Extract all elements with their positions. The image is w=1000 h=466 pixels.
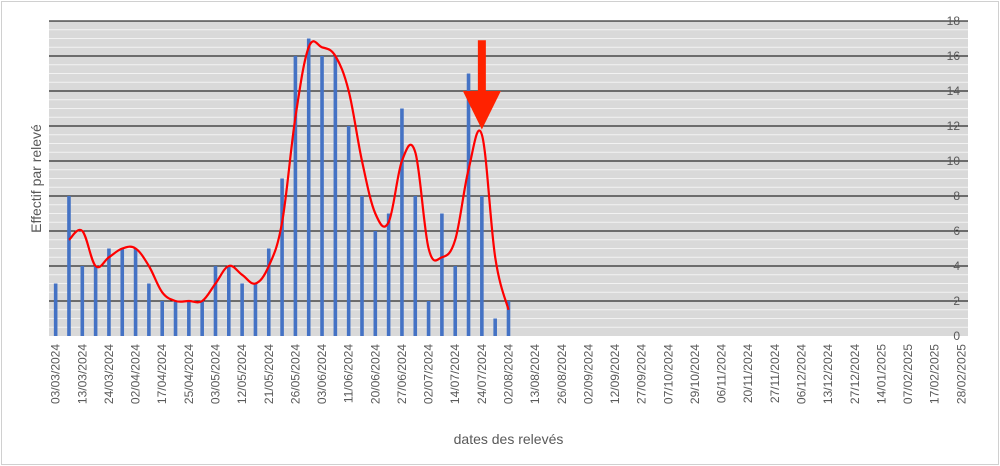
y-tick-label: 14 <box>947 84 961 98</box>
bar <box>360 196 364 336</box>
bar <box>173 301 178 336</box>
x-tick-label: 27/12/2024 <box>848 344 862 404</box>
y-tick-label: 0 <box>953 329 960 343</box>
bar <box>53 283 58 336</box>
x-tick-label: 13/03/2024 <box>75 344 89 404</box>
bar <box>306 38 311 336</box>
x-tick-label: 24/03/2024 <box>102 344 116 404</box>
x-tick-label: 06/11/2024 <box>715 344 729 403</box>
x-tick-label: 07/10/2024 <box>661 344 675 404</box>
x-tick-label: 13/08/2024 <box>528 344 542 404</box>
y-tick-label: 2 <box>953 294 960 308</box>
bar <box>346 126 351 336</box>
y-axis-ticks: 0 2 4 6 8 10 12 14 16 18 <box>947 14 961 343</box>
bar <box>320 56 324 336</box>
x-tick-label: 26/08/2024 <box>555 344 569 404</box>
annotation-arrows <box>462 40 501 130</box>
x-tick-label: 02/04/2024 <box>129 344 143 404</box>
bar <box>440 213 444 336</box>
bar <box>67 196 71 336</box>
bar <box>253 283 258 336</box>
x-tick-label: 27/06/2024 <box>395 344 409 404</box>
bar <box>160 301 165 336</box>
x-tick-label: 12/09/2024 <box>608 344 622 404</box>
x-tick-label: 17/02/2025 <box>928 344 942 404</box>
bar <box>80 266 85 336</box>
x-tick-label: 20/06/2024 <box>368 344 382 404</box>
y-axis-title: Effectif par relevé <box>28 124 44 233</box>
x-tick-label: 06/12/2024 <box>795 344 809 404</box>
line-series <box>68 40 510 311</box>
bar <box>187 301 191 336</box>
x-tick-label: 20/11/2024 <box>741 344 755 403</box>
x-tick-label: 17/04/2024 <box>155 344 169 404</box>
x-tick-label: 12/05/2024 <box>235 344 249 404</box>
bar <box>426 301 431 336</box>
bar <box>200 301 204 336</box>
x-tick-label: 28/02/2025 <box>954 344 968 404</box>
x-tick-label: 14/07/2024 <box>448 344 462 404</box>
y-tick-label: 16 <box>947 49 961 63</box>
bar <box>293 56 298 336</box>
bar <box>506 301 511 336</box>
x-tick-label: 11/06/2024 <box>342 344 356 403</box>
y-tick-label: 10 <box>947 154 961 168</box>
x-tick-label: 26/05/2024 <box>288 344 302 404</box>
x-tick-label: 03/06/2024 <box>315 344 329 404</box>
x-tick-label: 13/12/2024 <box>821 344 835 404</box>
x-tick-label: 14/01/2025 <box>874 344 888 404</box>
bar <box>466 73 471 336</box>
y-tick-label: 6 <box>953 224 960 238</box>
bar <box>400 108 404 336</box>
arrow-head <box>462 91 501 130</box>
x-tick-label: 02/07/2024 <box>422 344 436 404</box>
x-tick-label: 25/04/2024 <box>182 344 196 404</box>
x-tick-label: 21/05/2024 <box>262 344 276 404</box>
bar <box>386 213 391 336</box>
bar <box>147 283 151 336</box>
bar <box>373 231 378 336</box>
x-tick-label: 03/03/2024 <box>49 344 63 404</box>
x-tick-label: 24/07/2024 <box>475 344 489 404</box>
bar <box>107 248 111 336</box>
x-tick-label: 07/02/2025 <box>901 344 915 404</box>
x-tick-label: 29/10/2024 <box>688 344 702 404</box>
bar <box>453 266 458 336</box>
x-axis-title: dates des relevés <box>454 431 564 447</box>
bar <box>240 283 244 336</box>
x-axis-ticks: 03/03/2024 13/03/2024 24/03/2024 02/04/2024… <box>49 344 969 404</box>
bar <box>333 56 338 336</box>
bar <box>280 178 284 336</box>
x-tick-label: 27/09/2024 <box>635 344 649 404</box>
y-tick-label: 4 <box>953 259 960 273</box>
x-tick-label: 02/08/2024 <box>502 344 516 404</box>
bar <box>480 196 484 336</box>
bar <box>413 196 418 336</box>
bar <box>213 266 218 336</box>
bar <box>266 248 271 336</box>
x-tick-label: 02/09/2024 <box>581 344 595 404</box>
bar <box>227 266 231 336</box>
bar <box>93 266 98 336</box>
y-tick-label: 18 <box>947 14 961 28</box>
y-tick-label: 8 <box>953 189 960 203</box>
arrow-shaft <box>477 40 486 93</box>
bar <box>120 248 125 336</box>
bar <box>493 318 497 336</box>
bar-series <box>53 38 511 336</box>
bar <box>133 248 138 336</box>
x-tick-label: 27/11/2024 <box>768 344 782 403</box>
y-tick-label: 12 <box>947 119 961 133</box>
x-tick-label: 03/05/2024 <box>208 344 222 404</box>
